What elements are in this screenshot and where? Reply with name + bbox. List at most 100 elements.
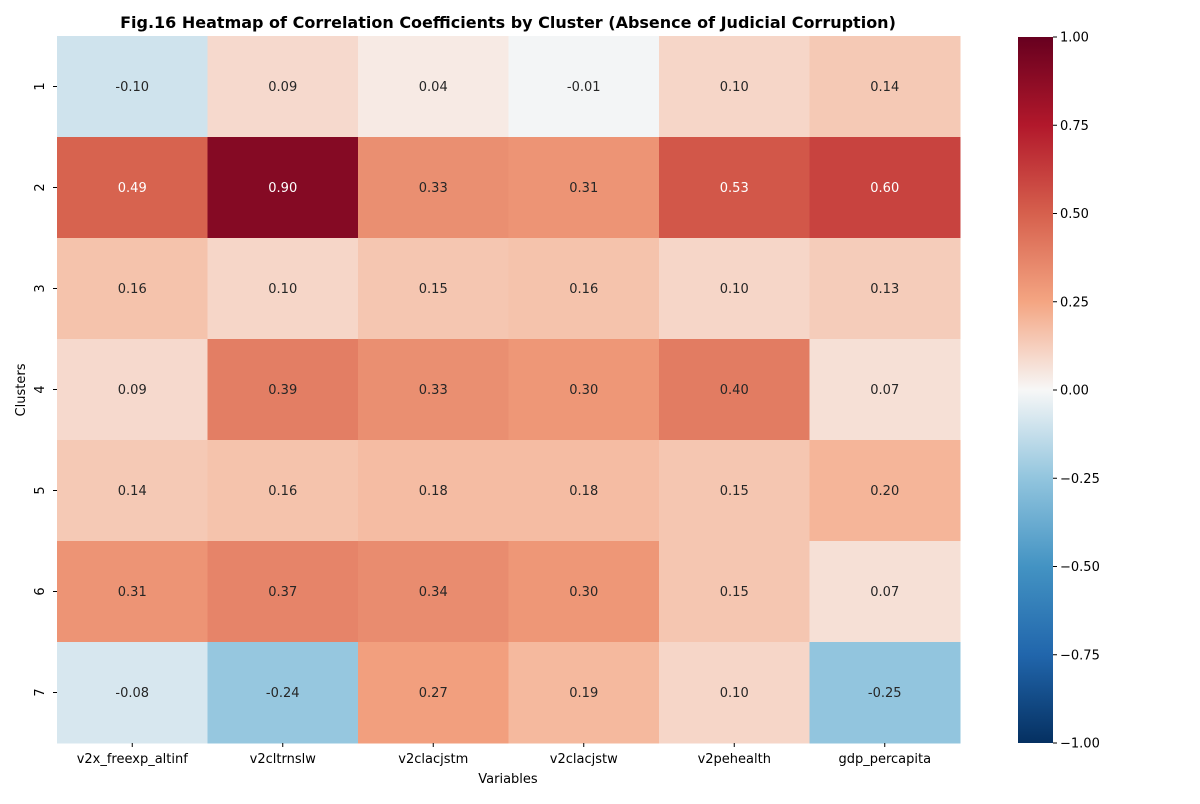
- heatmap-cell: [358, 137, 509, 239]
- cell-value-label: 0.16: [569, 282, 598, 297]
- heatmap-cell: [659, 541, 810, 643]
- colorbar-tick-label: 0.75: [1060, 119, 1089, 134]
- heatmap-cell: [207, 36, 359, 138]
- chart-title: Fig.16 Heatmap of Correlation Coefficien…: [120, 13, 896, 32]
- cell-value-label: -0.10: [115, 80, 149, 95]
- cell-value-label: 0.07: [870, 383, 899, 398]
- cell-value-label: 0.10: [268, 282, 297, 297]
- x-axis-label: Variables: [478, 772, 538, 787]
- y-tick-label: 2: [33, 183, 48, 191]
- cell-value-label: 0.30: [569, 585, 598, 600]
- heatmap-cell: [508, 440, 660, 542]
- cell-value-label: 0.10: [720, 686, 749, 701]
- colorbar-tick-label: 0.25: [1060, 295, 1089, 310]
- cell-value-label: 0.27: [419, 686, 448, 701]
- cell-value-label: 0.31: [569, 181, 598, 196]
- heatmap-cell: [809, 339, 961, 441]
- y-axis: 1 2 3 4 5 6 7: [33, 82, 57, 697]
- cell-value-label: -0.01: [567, 80, 601, 95]
- cell-value-label: 0.18: [419, 484, 448, 499]
- cell-value-label: -0.08: [115, 686, 149, 701]
- heatmap-cell: [358, 36, 509, 138]
- cell-value-label: 0.13: [870, 282, 899, 297]
- heatmap-cell: [659, 238, 810, 340]
- heatmap-cell: [57, 36, 208, 138]
- x-tick-label: v2cltrnslw: [250, 752, 317, 767]
- heatmap-cell: [809, 36, 961, 138]
- heatmap-cell: [809, 137, 961, 239]
- colorbar-tick-label: −0.50: [1060, 560, 1100, 575]
- x-tick-label: v2x_freexp_altinf: [77, 752, 189, 767]
- colorbar-tick-label: 0.50: [1060, 207, 1089, 222]
- x-tick-label: v2clacjstm: [398, 752, 468, 767]
- cell-value-label: 0.10: [720, 80, 749, 95]
- heatmap-cell: [358, 339, 509, 441]
- heatmap-cell: [57, 642, 208, 744]
- colorbar-tick-label: 1.00: [1060, 31, 1089, 46]
- y-tick-label: 3: [33, 284, 48, 292]
- cell-value-label: 0.49: [118, 181, 147, 196]
- cell-value-label: 0.18: [569, 484, 598, 499]
- heatmap-cell: [508, 238, 660, 340]
- cell-value-label: -0.24: [266, 686, 300, 701]
- y-tick-label: 7: [33, 688, 48, 696]
- colorbar-gradient: [1018, 37, 1053, 743]
- y-axis-label: Clusters: [14, 363, 29, 416]
- heatmap-cell: [659, 36, 810, 138]
- cell-value-label: 0.14: [870, 80, 899, 95]
- heatmap-cell: [57, 339, 208, 441]
- y-tick-label: 6: [33, 587, 48, 595]
- cell-value-label: 0.60: [870, 181, 899, 196]
- cell-value-label: 0.07: [870, 585, 899, 600]
- heatmap-cell: [207, 541, 359, 643]
- cell-value-label: 0.09: [118, 383, 147, 398]
- cell-value-label: 0.37: [268, 585, 297, 600]
- cell-value-label: -0.25: [868, 686, 902, 701]
- cell-value-label: 0.10: [720, 282, 749, 297]
- x-tick-label: v2pehealth: [698, 752, 771, 767]
- heatmap-cell: [508, 36, 660, 138]
- cell-value-label: 0.15: [720, 484, 749, 499]
- heatmap-cell: [207, 137, 359, 239]
- colorbar-tick-label: 0.00: [1060, 384, 1089, 399]
- colorbar-tick-label: −1.00: [1060, 737, 1100, 752]
- cell-value-label: 0.15: [419, 282, 448, 297]
- x-axis: v2x_freexp_altinf v2cltrnslw v2clacjstm v2c…: [77, 743, 931, 767]
- heatmap-cell: [659, 339, 810, 441]
- heatmap-cell: [358, 238, 509, 340]
- cell-value-label: 0.04: [419, 80, 448, 95]
- cell-value-label: 0.16: [118, 282, 147, 297]
- heatmap-cell: [57, 440, 208, 542]
- cell-value-label: 0.16: [268, 484, 297, 499]
- cell-value-label: 0.34: [419, 585, 448, 600]
- y-tick-label: 4: [33, 385, 48, 393]
- heatmap-cell: [207, 339, 359, 441]
- heatmap-cell: [57, 137, 208, 239]
- heatmap-cell: [659, 137, 810, 239]
- cell-value-label: 0.90: [268, 181, 297, 196]
- colorbar: 1.00 0.75 0.50 0.25 0.00 −0.25 −0.50 −0.75 −1.00: [1018, 31, 1100, 752]
- heatmap-cell: [508, 541, 660, 643]
- heatmap-cell: [659, 642, 810, 744]
- heatmap-cell: [809, 642, 961, 744]
- cell-value-label: 0.15: [720, 585, 749, 600]
- heatmap-cell: [57, 541, 208, 643]
- heatmap-cell: [659, 440, 810, 542]
- heatmap-cell: [207, 642, 359, 744]
- cell-value-label: 0.39: [268, 383, 297, 398]
- heatmap-cells: -0.10 0.09 0.04 -0.01 0.10 0.14 0.49 0.90 0.33 0.…: [57, 36, 961, 744]
- cell-value-label: 0.33: [419, 181, 448, 196]
- heatmap-cell: [809, 238, 961, 340]
- heatmap-cell: [207, 440, 359, 542]
- heatmap-cell: [508, 642, 660, 744]
- cell-value-label: 0.19: [569, 686, 598, 701]
- colorbar-tick-label: −0.25: [1060, 472, 1100, 487]
- cell-value-label: 0.53: [720, 181, 749, 196]
- cell-value-label: 0.40: [720, 383, 749, 398]
- colorbar-tick-label: −0.75: [1060, 648, 1100, 663]
- cell-value-label: 0.20: [870, 484, 899, 499]
- heatmap-cell: [358, 642, 509, 744]
- cell-value-label: 0.09: [268, 80, 297, 95]
- cell-value-label: 0.31: [118, 585, 147, 600]
